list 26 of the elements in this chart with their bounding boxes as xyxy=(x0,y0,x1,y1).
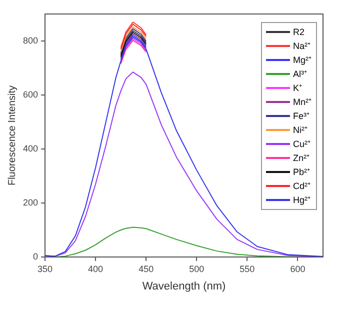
x-axis-title: Wavelength (nm) xyxy=(142,280,226,292)
x-tick-label: 600 xyxy=(290,264,306,274)
x-tick-label: 500 xyxy=(189,264,204,274)
x-tick-label: 550 xyxy=(240,264,255,274)
x-tick-label: 450 xyxy=(138,264,154,274)
y-tick-label: 200 xyxy=(22,197,38,208)
legend-label: Ni²⁺ xyxy=(293,124,308,137)
legend-label: Zn²⁺ xyxy=(293,152,310,165)
y-axis-title: Fluorescence Intensity xyxy=(6,85,18,186)
y-tick-label: 800 xyxy=(22,35,38,46)
y-tick-label: 400 xyxy=(22,143,38,154)
legend-label: Na²⁺ xyxy=(293,40,311,53)
legend-label: Al³⁺ xyxy=(293,68,307,81)
y-tick-label: 600 xyxy=(22,89,38,100)
legend-label: K⁺ xyxy=(293,82,302,95)
legend-label: Cu²⁺ xyxy=(293,138,311,151)
legend-label: Cd²⁺ xyxy=(293,180,311,193)
x-tick-label: 350 xyxy=(38,264,53,274)
legend-label: Pb²⁺ xyxy=(293,166,310,179)
legend-label: Hg²⁺ xyxy=(293,194,311,207)
x-tick-label: 400 xyxy=(88,264,104,274)
legend-label: R2 xyxy=(293,26,305,39)
legend-label: Fe³⁺ xyxy=(293,110,310,123)
legend-label: Mg²⁺ xyxy=(293,54,312,67)
legend-label: Mn²⁺ xyxy=(293,96,312,109)
y-tick-label: 0 xyxy=(33,251,38,262)
